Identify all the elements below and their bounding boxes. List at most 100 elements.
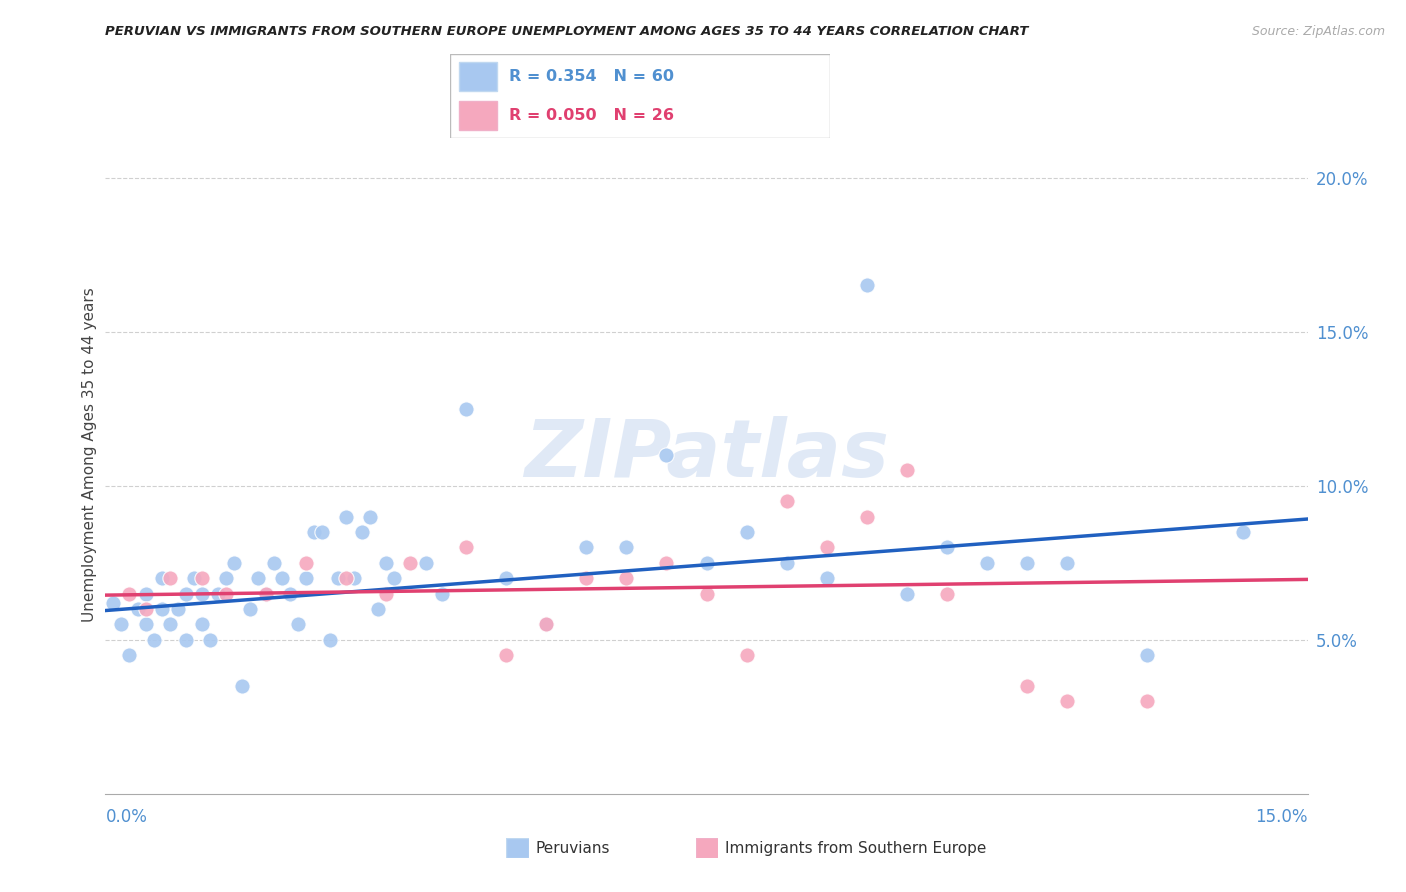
Text: Peruvians: Peruvians — [536, 841, 610, 855]
Point — [776, 556, 799, 570]
Point — [319, 632, 342, 647]
Point — [302, 524, 325, 539]
Point — [456, 401, 478, 416]
Point — [190, 586, 212, 600]
Point — [222, 556, 245, 570]
Point — [936, 586, 959, 600]
Point — [896, 463, 918, 477]
Point — [1015, 556, 1038, 570]
Point — [575, 571, 598, 585]
Point — [135, 602, 157, 616]
Point — [399, 556, 422, 570]
Point — [174, 632, 197, 647]
Point — [696, 586, 718, 600]
Point — [855, 509, 877, 524]
Point — [534, 617, 557, 632]
Point — [190, 617, 212, 632]
Point — [456, 541, 478, 555]
Point — [127, 602, 149, 616]
Point — [150, 571, 173, 585]
Point — [335, 571, 357, 585]
Point — [311, 524, 333, 539]
Point — [616, 541, 638, 555]
Point — [616, 571, 638, 585]
Point — [295, 571, 318, 585]
FancyBboxPatch shape — [460, 62, 498, 91]
Point — [495, 571, 517, 585]
Point — [159, 571, 181, 585]
Point — [118, 586, 141, 600]
Point — [575, 541, 598, 555]
Point — [270, 571, 292, 585]
Point — [295, 556, 318, 570]
Point — [263, 556, 285, 570]
Point — [343, 571, 366, 585]
Text: ZIPatlas: ZIPatlas — [524, 416, 889, 494]
Point — [655, 556, 678, 570]
Point — [1056, 694, 1078, 708]
Point — [214, 571, 236, 585]
Point — [1136, 648, 1159, 663]
Point — [166, 602, 188, 616]
Point — [278, 586, 301, 600]
Point — [135, 617, 157, 632]
Point — [1136, 694, 1159, 708]
Point — [207, 586, 229, 600]
Point — [815, 571, 838, 585]
Point — [174, 586, 197, 600]
Point — [776, 494, 799, 508]
Point — [254, 586, 277, 600]
Point — [246, 571, 269, 585]
Text: R = 0.354   N = 60: R = 0.354 N = 60 — [509, 69, 673, 84]
Point — [335, 509, 357, 524]
Text: R = 0.050   N = 26: R = 0.050 N = 26 — [509, 108, 673, 123]
Point — [287, 617, 309, 632]
Point — [655, 448, 678, 462]
Point — [103, 596, 125, 610]
FancyBboxPatch shape — [506, 838, 529, 858]
Point — [150, 602, 173, 616]
FancyBboxPatch shape — [460, 101, 498, 130]
Point — [254, 586, 277, 600]
Point — [735, 524, 758, 539]
Text: Source: ZipAtlas.com: Source: ZipAtlas.com — [1251, 25, 1385, 38]
Point — [534, 617, 557, 632]
Point — [326, 571, 349, 585]
Point — [374, 556, 396, 570]
Point — [735, 648, 758, 663]
Point — [159, 617, 181, 632]
FancyBboxPatch shape — [450, 54, 830, 138]
Point — [1015, 679, 1038, 693]
Point — [214, 586, 236, 600]
Text: PERUVIAN VS IMMIGRANTS FROM SOUTHERN EUROPE UNEMPLOYMENT AMONG AGES 35 TO 44 YEA: PERUVIAN VS IMMIGRANTS FROM SOUTHERN EUR… — [105, 25, 1029, 38]
Point — [415, 556, 437, 570]
Text: Immigrants from Southern Europe: Immigrants from Southern Europe — [725, 841, 987, 855]
Point — [896, 586, 918, 600]
Point — [976, 556, 998, 570]
Point — [855, 278, 877, 293]
Point — [359, 509, 381, 524]
Point — [1056, 556, 1078, 570]
Point — [190, 571, 212, 585]
Point — [815, 541, 838, 555]
Point — [1232, 524, 1254, 539]
Point — [135, 586, 157, 600]
FancyBboxPatch shape — [696, 838, 718, 858]
Point — [198, 632, 221, 647]
Point — [142, 632, 165, 647]
Point — [430, 586, 453, 600]
Point — [696, 556, 718, 570]
Text: 15.0%: 15.0% — [1256, 808, 1308, 826]
Point — [110, 617, 132, 632]
Point — [118, 648, 141, 663]
Text: 0.0%: 0.0% — [105, 808, 148, 826]
Point — [367, 602, 389, 616]
Point — [231, 679, 253, 693]
Point — [183, 571, 205, 585]
Point — [936, 541, 959, 555]
Point — [374, 586, 396, 600]
Y-axis label: Unemployment Among Ages 35 to 44 years: Unemployment Among Ages 35 to 44 years — [82, 287, 97, 623]
Point — [382, 571, 405, 585]
Point — [350, 524, 373, 539]
Point — [239, 602, 262, 616]
